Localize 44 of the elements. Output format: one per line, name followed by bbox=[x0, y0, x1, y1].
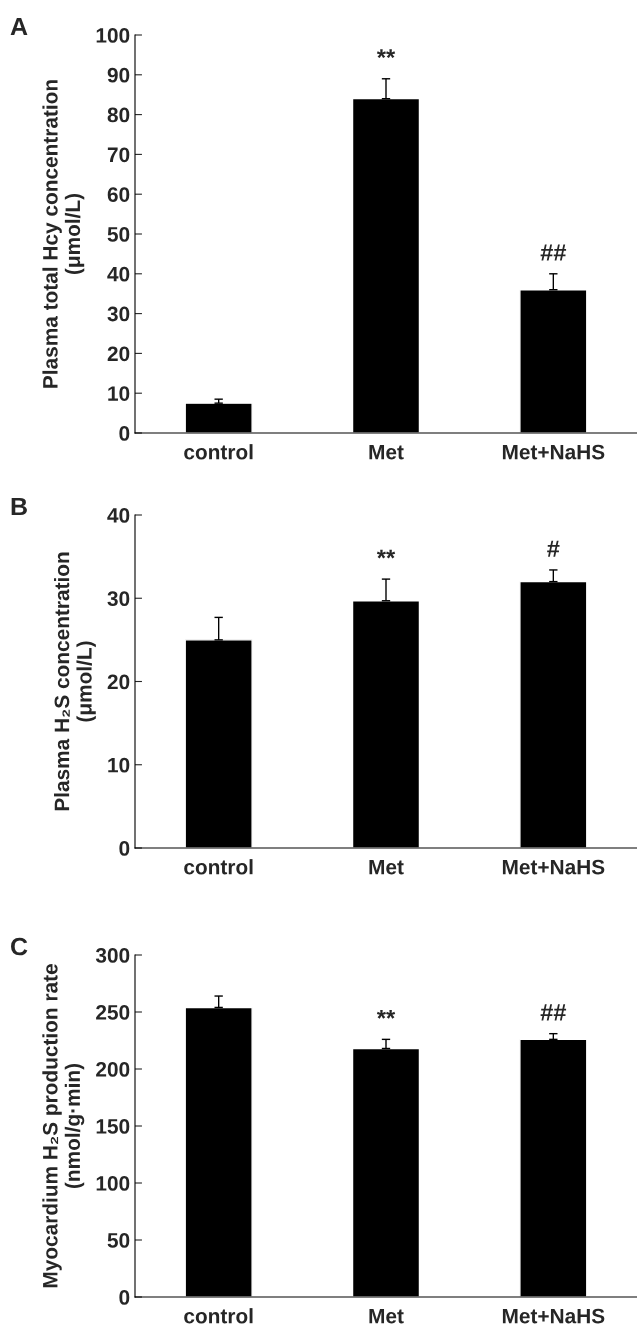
x-tick-label: Met bbox=[369, 859, 404, 875]
y-tick-label: 70 bbox=[107, 147, 130, 163]
y-tick-label: 30 bbox=[107, 591, 130, 607]
y-tick-label: 40 bbox=[107, 508, 130, 523]
y-tick-label: 100 bbox=[96, 28, 130, 43]
x-tick-label: control bbox=[184, 444, 253, 460]
y-tick-label: 50 bbox=[107, 1233, 130, 1248]
chart-title: B bbox=[11, 497, 27, 516]
y-tick-label: 300 bbox=[95, 948, 130, 963]
y-tick-label: 250 bbox=[96, 1005, 130, 1020]
annotation: # bbox=[547, 540, 560, 557]
y-tick-label: 20 bbox=[107, 346, 130, 362]
y-tick-label: 60 bbox=[107, 187, 130, 202]
y-tick-label: 0 bbox=[119, 426, 130, 441]
y-tick-label: 0 bbox=[119, 841, 130, 856]
y-tick-label: 0 bbox=[119, 1290, 130, 1305]
x-tick-label: Met bbox=[369, 444, 404, 460]
x-tick-label: Met+NaHS bbox=[502, 444, 605, 460]
annotation: ** bbox=[376, 49, 396, 59]
annotation: ## bbox=[540, 244, 567, 261]
y-tick-label: 90 bbox=[107, 67, 130, 83]
y-tick-label: 50 bbox=[107, 227, 130, 242]
y-tick-label: 10 bbox=[108, 757, 130, 773]
y-tick-label: 30 bbox=[107, 306, 130, 322]
annotation: ## bbox=[540, 1004, 567, 1021]
y-tick-label: 100 bbox=[96, 1176, 130, 1191]
annotation: ** bbox=[376, 1009, 396, 1019]
x-tick-label: Met+NaHS bbox=[502, 859, 605, 875]
y-axis-title: Myocardium H₂S production rate (nmol/g·min) bbox=[42, 964, 85, 1288]
x-tick-label: Met bbox=[369, 1308, 404, 1324]
chart-title: A bbox=[10, 17, 28, 36]
y-tick-label: 20 bbox=[107, 674, 130, 690]
y-tick-label: 80 bbox=[107, 107, 130, 123]
y-tick-label: 10 bbox=[108, 386, 130, 401]
y-tick-label: 150 bbox=[96, 1119, 130, 1134]
y-axis-title: Plasma H₂S concentration (μmol/L) bbox=[54, 552, 96, 811]
x-tick-label: Met+NaHS bbox=[502, 1308, 605, 1324]
y-axis-title: Plasma total Hcy concentration (μmol/L) bbox=[42, 80, 85, 388]
y-tick-label: 200 bbox=[96, 1062, 130, 1077]
x-tick-label: control bbox=[184, 859, 253, 875]
y-tick-label: 40 bbox=[107, 266, 130, 282]
chart-title: C bbox=[11, 937, 28, 956]
x-tick-label: control bbox=[184, 1308, 253, 1324]
annotation: ** bbox=[376, 549, 396, 559]
